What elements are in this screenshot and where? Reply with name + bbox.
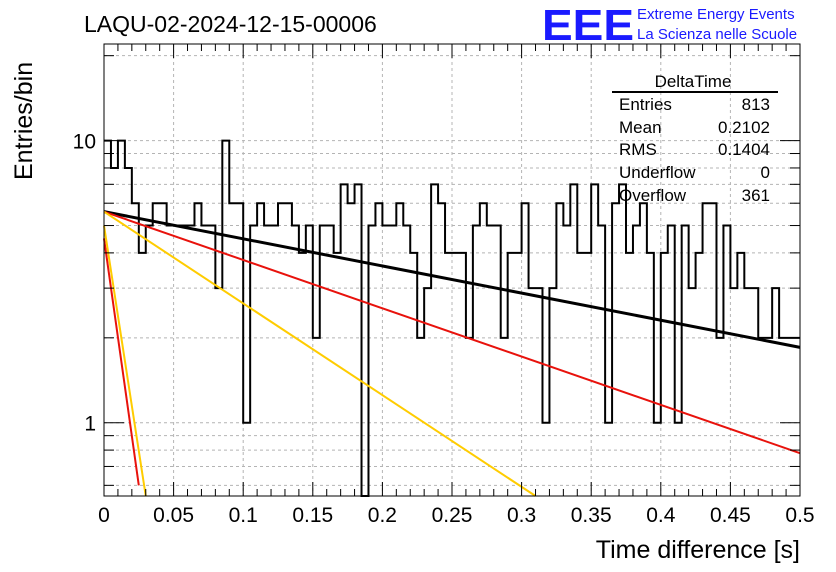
fit-line-total-fit bbox=[103, 210, 801, 349]
x-tick-label: 0.05 bbox=[153, 504, 194, 527]
stats-value-entries: 813 bbox=[742, 95, 770, 114]
fit-line-slow-component bbox=[103, 210, 801, 455]
stats-value-underflow: 0 bbox=[761, 163, 770, 182]
x-tick-label: 0.25 bbox=[432, 504, 473, 527]
x-tick-label: 0.45 bbox=[710, 504, 751, 527]
fit-line-medium-component bbox=[103, 210, 537, 497]
stats-label-entries: Entries bbox=[619, 95, 672, 114]
x-axis-title: Time difference [s] bbox=[596, 536, 800, 564]
stats-title: DeltaTime bbox=[655, 72, 732, 91]
stats-label-underflow: Underflow bbox=[619, 163, 696, 182]
stats-value-rms: 0.1404 bbox=[718, 140, 770, 159]
stats-label-rms: RMS bbox=[619, 140, 657, 159]
eee-logo: EEE bbox=[542, 1, 634, 50]
x-tick-label: 0.15 bbox=[292, 504, 333, 527]
histogram-series bbox=[104, 139, 800, 497]
x-tick-label: 0.3 bbox=[507, 504, 536, 527]
histogram-line bbox=[104, 139, 800, 497]
fit-line-fast-component bbox=[103, 238, 140, 486]
y-tick-label: 10 bbox=[73, 131, 96, 154]
eee-logo-line1: Extreme Energy Events bbox=[637, 6, 795, 23]
x-tick-label: 0.2 bbox=[368, 504, 397, 527]
fit-curves bbox=[103, 210, 801, 497]
stats-value-mean: 0.2102 bbox=[718, 118, 770, 137]
stats-value-overflow: 361 bbox=[742, 186, 770, 205]
x-tick-label: 0.1 bbox=[229, 504, 258, 527]
y-axis-title: Entries/bin bbox=[10, 62, 38, 180]
stats-label-mean: Mean bbox=[619, 118, 662, 137]
stats-box: DeltaTime Entries 813 Mean 0.2102 RMS 0.… bbox=[612, 72, 778, 205]
stats-label-overflow: Overflow bbox=[619, 186, 687, 205]
run-title: LAQU-02-2024-12-15-00006 bbox=[84, 11, 377, 37]
eee-logo-line2: La Scienza nelle Scuole bbox=[637, 26, 797, 43]
x-axis: 0 0.05 0.1 0.15 0.2 0.25 0.3 0.35 0.4 0.45 0.5 bbox=[98, 44, 815, 527]
y-axis: 1 10 bbox=[73, 55, 800, 486]
x-tick-label: 0.4 bbox=[646, 504, 676, 527]
x-tick-label: 0.5 bbox=[785, 504, 814, 527]
x-tick-label: 0.35 bbox=[571, 504, 612, 527]
y-tick-label: 1 bbox=[84, 413, 96, 436]
x-tick-label: 0 bbox=[98, 504, 110, 527]
fit-line-fast-component-2 bbox=[103, 225, 147, 497]
